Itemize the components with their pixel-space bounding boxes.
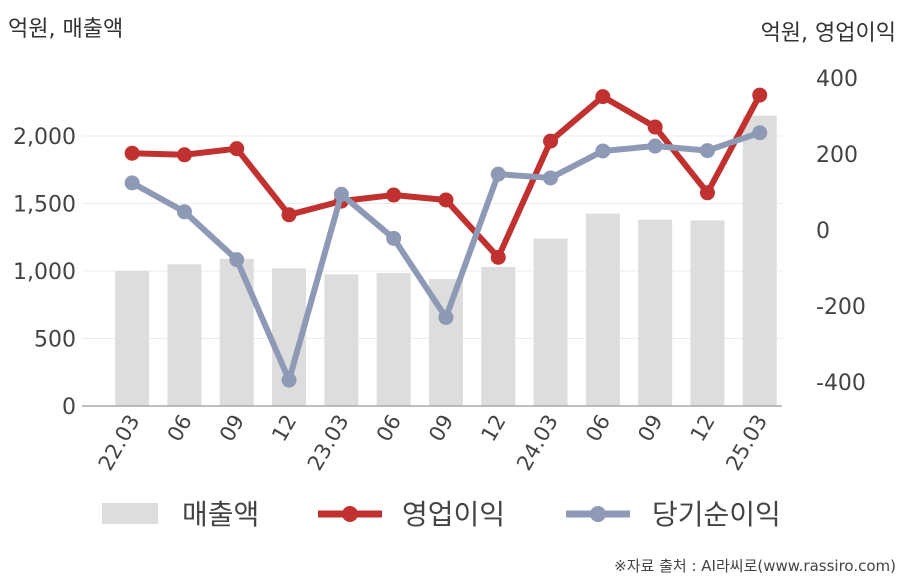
x-tick-label: 06	[163, 411, 197, 446]
legend-swatch-net-income-marker	[590, 506, 606, 522]
revenue-bar-23.03	[324, 274, 359, 406]
left-tick-label: 500	[34, 328, 76, 353]
x-tick-label: 12	[476, 411, 510, 446]
revenue-bar-25.03	[742, 115, 777, 406]
revenue-bar-09	[638, 219, 673, 406]
x-tick-label: 22.03	[94, 411, 145, 475]
right-tick-label: 200	[816, 143, 858, 168]
x-tick-label: 12	[267, 411, 301, 446]
legend-label-revenue: 매출액	[182, 498, 259, 531]
operating-profit-point-12	[490, 249, 506, 265]
net-income-point-06	[386, 230, 402, 246]
left-tick-label: 2,000	[13, 125, 76, 150]
operating-profit-point-12	[281, 207, 297, 223]
net-income-point-24.03	[543, 170, 559, 186]
x-tick-label: 23.03	[303, 411, 354, 475]
x-tick-label: 06	[372, 411, 406, 446]
operating-profit-point-09	[647, 119, 663, 135]
net-income-point-22.03	[124, 175, 140, 191]
net-income-point-12	[699, 143, 715, 159]
x-tick-label: 06	[581, 411, 615, 446]
operating-profit-point-25.03	[752, 87, 768, 103]
right-tick-label: 400	[816, 67, 858, 92]
source-note: ※자료 출처 : AI라씨로(www.rassiro.com)	[614, 557, 896, 575]
operating-profit-point-24.03	[543, 133, 559, 149]
operating-profit-point-06	[176, 147, 192, 163]
right-tick-label: -400	[816, 371, 866, 396]
revenue-bar-06	[167, 264, 202, 406]
net-income-point-23.03	[333, 186, 349, 202]
net-income-point-25.03	[752, 125, 768, 141]
right-tick-label: -200	[816, 295, 866, 320]
legend-swatch-operating-profit-marker	[342, 506, 358, 522]
revenue-bar-06	[585, 213, 620, 406]
revenue-bars	[115, 115, 777, 406]
revenue-bar-22.03	[115, 271, 150, 406]
operating-profit-point-09	[229, 141, 245, 157]
x-tick-label: 25.03	[721, 411, 772, 475]
x-tick-label: 09	[633, 411, 667, 446]
legend-label-operating-profit: 영업이익	[402, 498, 505, 531]
left-tick-label: 1,500	[13, 193, 76, 218]
operating-profit-point-06	[386, 187, 402, 203]
legend: 매출액 영업이익 당기순이익	[102, 498, 781, 531]
right-unit-label: 억원, 영업이익	[761, 21, 896, 46]
profit-lines	[124, 87, 768, 388]
operating-profit-point-12	[699, 185, 715, 201]
x-tick-label: 09	[215, 411, 249, 446]
left-unit-label: 억원, 매출액	[8, 17, 123, 42]
net-income-point-09	[438, 309, 454, 325]
x-tick-label: 12	[686, 411, 720, 446]
x-tick-label: 09	[424, 411, 458, 446]
right-tick-label: 0	[816, 219, 830, 244]
left-tick-label: 1,000	[13, 260, 76, 285]
revenue-bar-24.03	[533, 238, 568, 406]
x-tick-label: 24.03	[512, 411, 563, 475]
net-income-point-12	[281, 372, 297, 388]
net-income-point-09	[229, 252, 245, 268]
net-income-point-06	[176, 204, 192, 220]
revenue-bar-12	[690, 220, 725, 406]
left-tick-label: 0	[62, 395, 76, 420]
operating-profit-point-06	[595, 89, 611, 105]
revenue-bar-12	[481, 266, 516, 406]
net-income-point-12	[490, 166, 506, 182]
net-income-point-06	[595, 143, 611, 159]
operating-profit-point-09	[438, 192, 454, 208]
net-income-point-09	[647, 138, 663, 154]
revenue-bar-06	[376, 273, 411, 406]
legend-label-net-income: 당기순이익	[652, 498, 781, 531]
operating-profit-point-22.03	[124, 145, 140, 161]
legend-swatch-revenue	[102, 503, 158, 524]
